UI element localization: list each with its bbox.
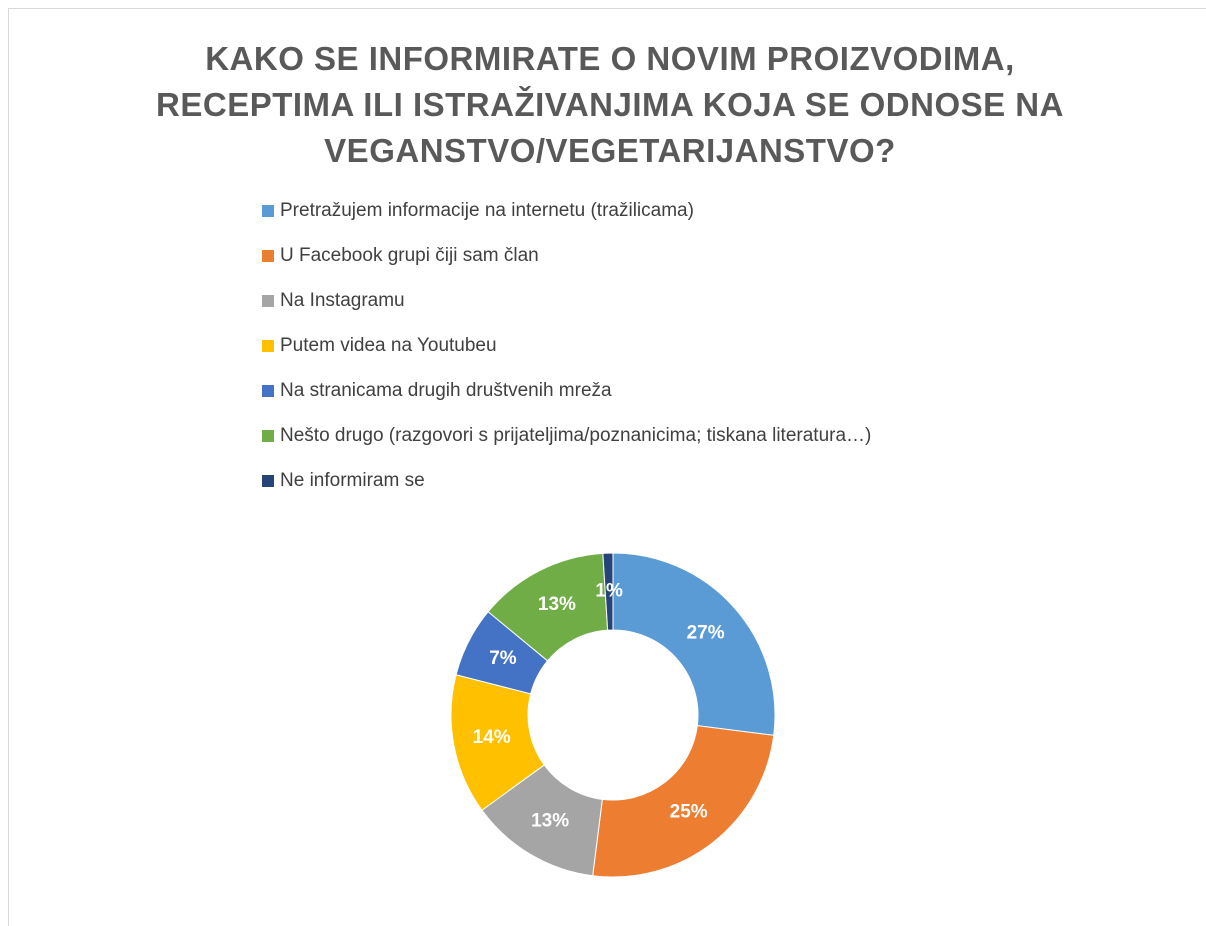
data-label: 13% (538, 594, 576, 615)
legend-label: Putem videa na Youtubeu (280, 335, 497, 356)
donut-slice (592, 725, 775, 878)
legend-swatch (262, 295, 274, 307)
legend-swatch (262, 430, 274, 442)
data-label: 27% (687, 622, 725, 643)
donut-slice (612, 552, 776, 736)
legend-label: Pretražujem informacije na internetu (tr… (280, 200, 694, 221)
chart-title: KAKO SE INFORMIRATE O NOVIM PROIZVODIMA,… (156, 40, 1064, 169)
chart-frame (8, 8, 1206, 926)
donut-slice (602, 552, 614, 631)
legend-label: Na stranicama drugih društvenih mreža (280, 380, 612, 401)
legend-label: U Facebook grupi čiji sam član (280, 245, 539, 266)
legend-swatch (262, 475, 274, 487)
data-label: 7% (489, 648, 517, 669)
legend-swatch (262, 205, 274, 217)
legend-label: Nešto drugo (razgovori s prijateljima/po… (280, 425, 871, 446)
data-label: 14% (473, 727, 511, 748)
legend-label: Ne informiram se (280, 470, 425, 491)
legend-label: Na Instagramu (280, 290, 405, 311)
legend-swatch (262, 340, 274, 352)
data-label: 13% (531, 810, 569, 831)
data-label: 1% (595, 581, 623, 602)
legend-swatch (262, 250, 274, 262)
legend-swatch (262, 385, 274, 397)
data-label: 25% (670, 802, 708, 823)
